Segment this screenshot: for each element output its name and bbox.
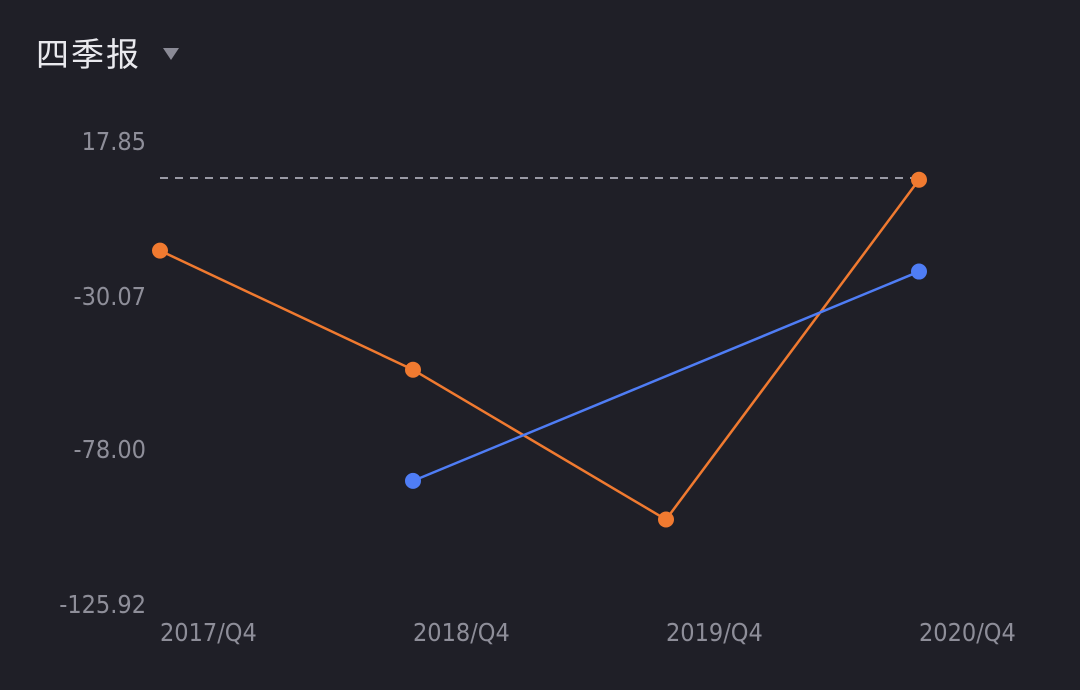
- x-tick-label: 2019/Q4: [666, 618, 763, 647]
- data-point-series-1: [405, 472, 421, 489]
- y-tick-label: -125.92: [59, 590, 146, 619]
- data-point-series-0: [152, 242, 168, 259]
- data-point-series-0: [658, 511, 674, 528]
- y-tick-label: 17.85: [82, 127, 146, 156]
- y-tick-label: -78.00: [74, 435, 147, 464]
- data-point-series-1: [911, 263, 927, 280]
- series-line-1: [412, 270, 920, 483]
- caret-down-icon[interactable]: [163, 48, 179, 60]
- y-tick-label: -30.07: [74, 282, 147, 311]
- x-tick-label: 2018/Q4: [413, 618, 510, 647]
- data-point-series-0: [911, 171, 927, 188]
- x-tick-label: 2020/Q4: [919, 618, 1016, 647]
- data-point-series-0: [405, 361, 421, 378]
- series-line-0: [159, 179, 921, 521]
- period-title: 四季报: [36, 35, 141, 74]
- x-tick-label: 2017/Q4: [160, 618, 257, 647]
- period-selector[interactable]: 四季报: [36, 26, 179, 78]
